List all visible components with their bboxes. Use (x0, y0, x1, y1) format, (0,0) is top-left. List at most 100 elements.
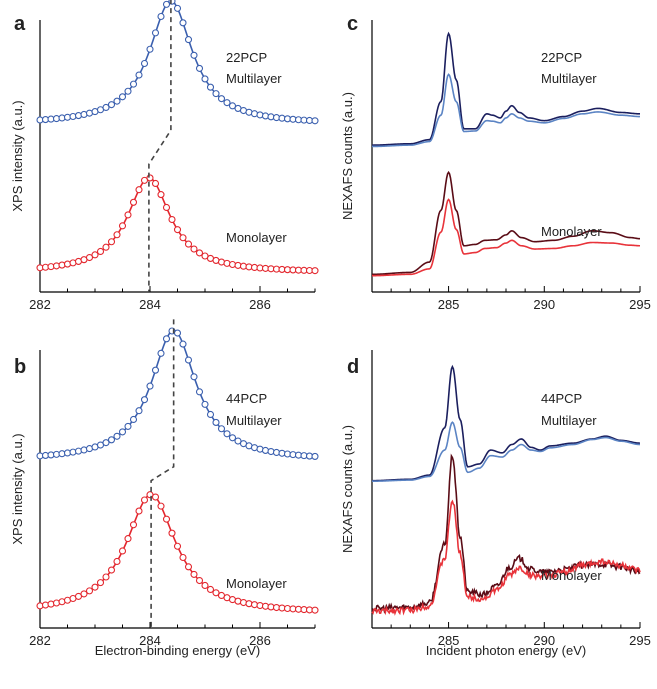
spectrum-line (372, 364, 641, 482)
data-point (113, 231, 121, 239)
data-point (162, 515, 171, 523)
annotation-monolayer: Monolayer (541, 568, 602, 583)
data-point (223, 430, 231, 438)
annotation-22pcp: 22PCP (226, 50, 267, 65)
spectrum-line (372, 170, 641, 276)
panel-d (371, 350, 641, 629)
y-axis-title: NEXAFS counts (a.u.) (340, 425, 355, 553)
data-point (135, 407, 143, 415)
data-point (129, 521, 138, 529)
x-tick-label: 284 (139, 633, 161, 648)
data-point (102, 103, 110, 112)
panel-label: c (347, 13, 358, 35)
spectrum-line (372, 31, 641, 146)
data-point (212, 418, 220, 426)
data-point (217, 95, 226, 103)
data-point (118, 93, 127, 101)
data-point (179, 553, 187, 562)
data-point (190, 570, 198, 578)
data-point (168, 0, 176, 5)
fit-line (39, 176, 316, 272)
data-point (195, 388, 204, 396)
data-point (228, 102, 237, 110)
data-point (107, 101, 116, 109)
data-point (124, 87, 132, 95)
data-point (256, 111, 264, 119)
spectrum-line (371, 499, 641, 616)
series-0 (36, 0, 319, 125)
data-point (135, 507, 143, 515)
annotation-monolayer: Monolayer (226, 230, 287, 245)
spectrum-line (372, 73, 641, 148)
data-point (113, 557, 121, 566)
y-axis-title: XPS intensity (a.u.) (10, 433, 25, 544)
annotation-monolayer: Monolayer (541, 224, 602, 239)
data-point (118, 428, 127, 436)
data-point (80, 590, 88, 598)
data-point (113, 432, 121, 440)
data-point (217, 425, 226, 433)
data-point (85, 587, 94, 595)
data-point (168, 529, 176, 537)
x-tick-label: 290 (533, 297, 555, 312)
data-point (311, 452, 319, 460)
data-point (146, 382, 154, 390)
data-point (184, 36, 193, 44)
data-point (96, 247, 105, 256)
data-point (151, 493, 160, 501)
data-point (135, 71, 143, 79)
data-point (129, 415, 138, 424)
data-point (201, 400, 209, 408)
data-point (195, 576, 204, 585)
data-point (140, 59, 149, 68)
data-point (118, 547, 127, 555)
series-0 (372, 31, 641, 146)
series-1 (371, 421, 641, 483)
data-point (179, 234, 187, 242)
annotation-monolayer: Monolayer (226, 576, 287, 591)
series-2 (372, 170, 641, 276)
annotation-multilayer: Multilayer (541, 71, 597, 86)
data-point (129, 80, 138, 88)
panel-label: d (347, 356, 359, 378)
spectrum-line (372, 198, 641, 277)
data-point (212, 90, 220, 98)
x-tick-label: 295 (629, 633, 651, 648)
data-point (173, 4, 182, 12)
fit-line (39, 329, 316, 458)
data-point (212, 589, 220, 597)
data-point (168, 215, 176, 224)
data-point (157, 191, 165, 199)
data-point (157, 12, 165, 21)
data-point (201, 75, 209, 83)
data-point (107, 238, 116, 246)
data-point (311, 117, 319, 125)
x-tick-label: 282 (29, 633, 51, 648)
series-1 (36, 491, 319, 614)
series-1 (372, 73, 641, 148)
data-point (96, 579, 105, 587)
panel-a (36, 0, 319, 293)
data-point (173, 329, 182, 337)
peak-shift-marker (150, 319, 175, 628)
data-point (184, 563, 193, 571)
y-axis-title: XPS intensity (a.u.) (10, 100, 25, 211)
data-point (162, 335, 171, 343)
x-tick-label: 286 (249, 633, 271, 648)
data-point (206, 410, 215, 419)
data-point (124, 211, 132, 219)
x-tick-label: 290 (533, 633, 555, 648)
data-point (91, 583, 99, 591)
data-point (91, 251, 99, 259)
data-point (129, 198, 138, 206)
series-0 (36, 327, 319, 460)
annotation-multilayer: Multilayer (226, 413, 282, 428)
panel-b (36, 319, 319, 629)
data-point (173, 542, 182, 550)
data-point (124, 422, 132, 430)
data-point (85, 253, 94, 262)
panel-label: a (14, 13, 26, 35)
x-tick-label: 284 (139, 297, 161, 312)
data-point (151, 29, 160, 37)
data-point (190, 245, 198, 253)
